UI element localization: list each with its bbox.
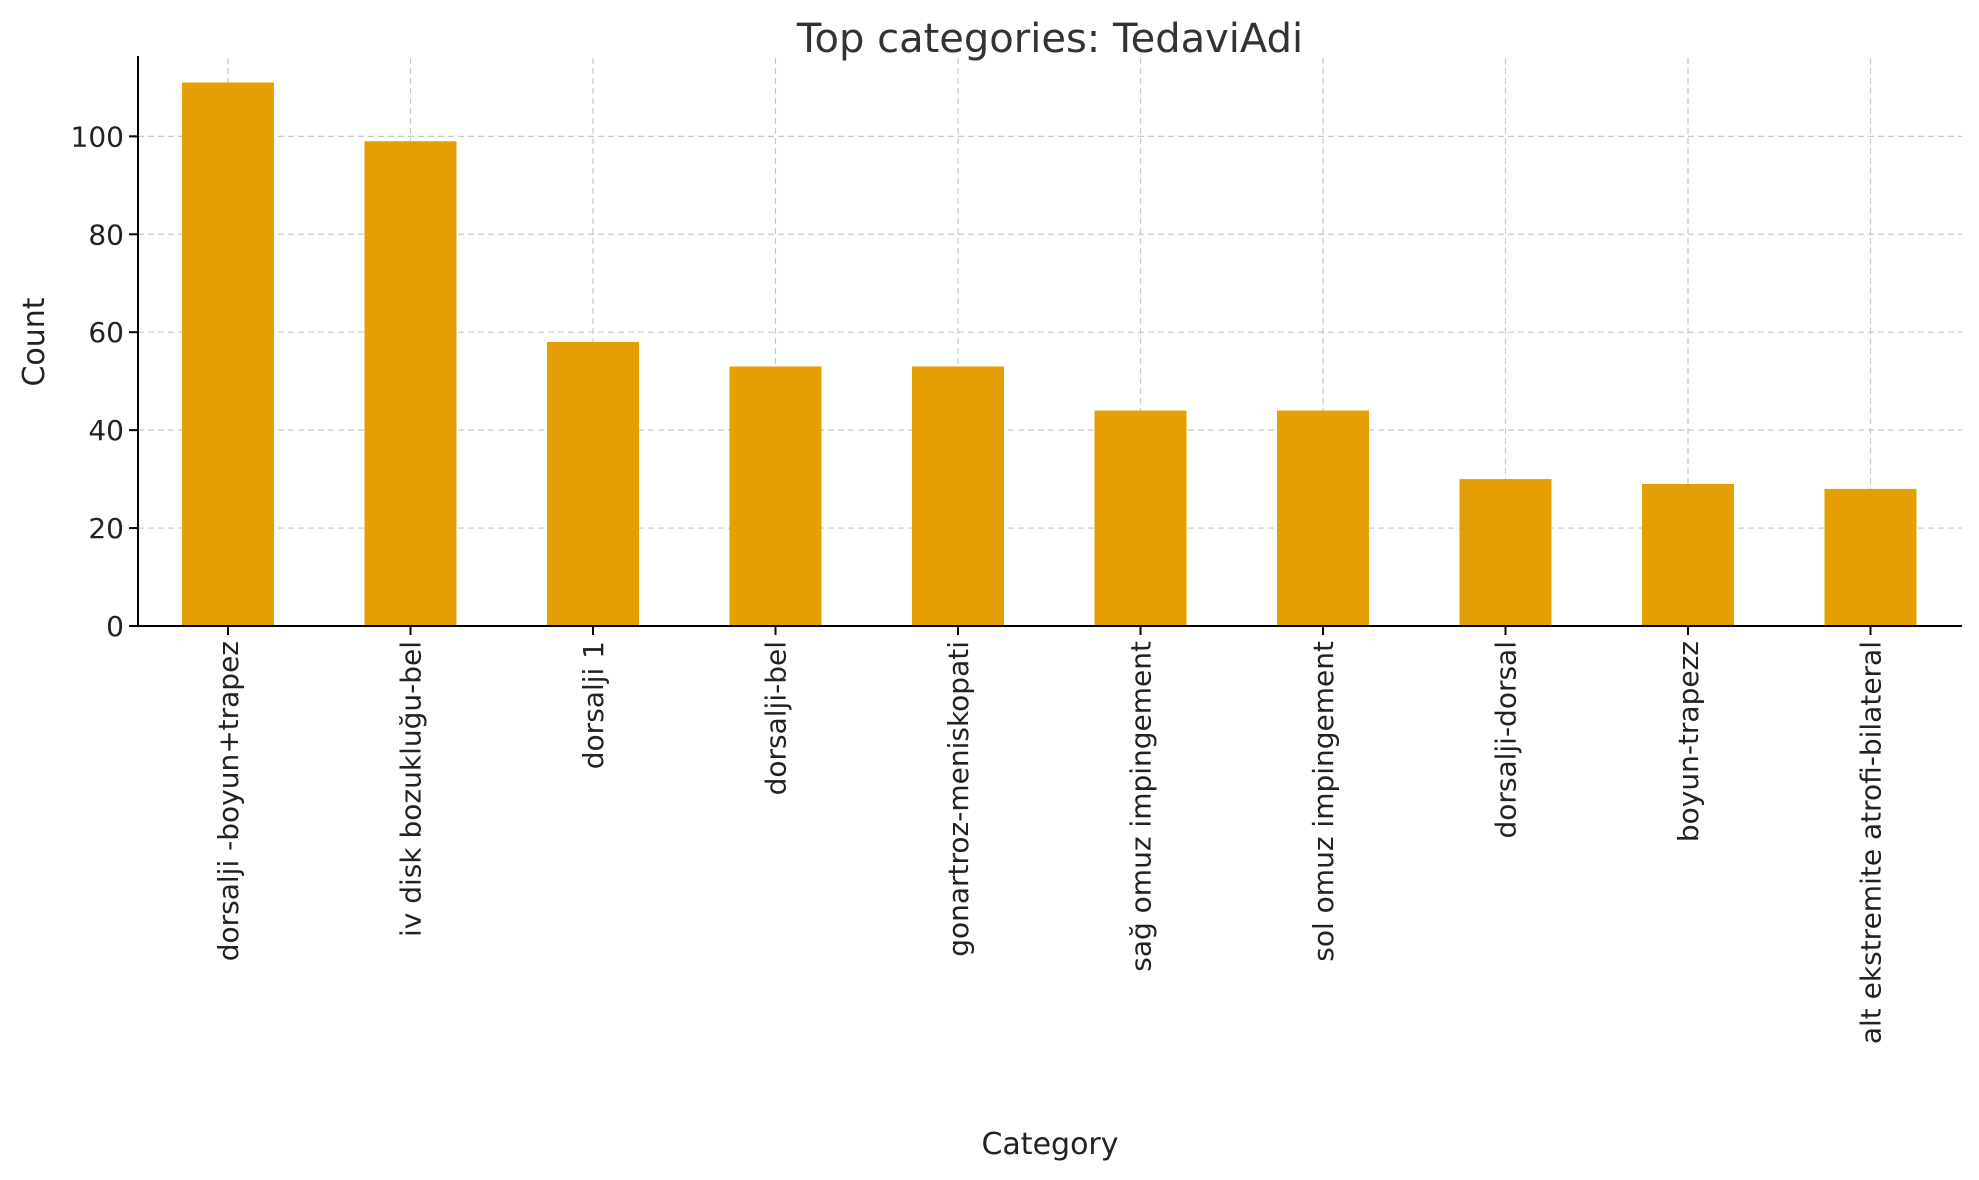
bar	[182, 82, 274, 626]
y-tick-label: 80	[88, 218, 124, 251]
x-tick-label: sol omuz i̇mpi̇ngement	[1307, 641, 1340, 962]
bar	[1277, 410, 1369, 626]
y-tick-label: 0	[106, 610, 124, 643]
x-tick-label: alt ekstremite atrofi-bilateral	[1855, 641, 1888, 1044]
x-tick-label: dorsalji -boyun+trapez	[212, 641, 245, 961]
bars	[182, 82, 1917, 626]
x-tick-label: sağ omuz i̇mpi̇ngement	[1125, 641, 1158, 972]
y-tick-label: 60	[88, 316, 124, 349]
bar	[1459, 479, 1552, 626]
bar	[364, 141, 457, 626]
y-ticks: 0 20 40 60 80 100	[71, 120, 138, 643]
bar	[729, 366, 822, 626]
x-tick-label: gonartroz-meniskopati	[942, 641, 975, 957]
x-tick-label: i̇v di̇sk bozukluğu-bel	[395, 641, 428, 937]
y-tick-label: 40	[88, 414, 124, 447]
x-tick-label: dorsalji-bel	[760, 641, 793, 795]
x-tick-label: dorsalji-dorsal	[1490, 641, 1523, 839]
y-tick-label: 100	[71, 120, 124, 153]
x-ticks: dorsalji -boyun+trapez i̇v di̇sk bozukluğ…	[212, 626, 1888, 1044]
x-tick-label: dorsalji 1	[577, 641, 610, 769]
x-tick-label: boyun-trapezz	[1672, 641, 1705, 842]
y-axis-label: Count	[17, 297, 52, 386]
bar	[1642, 484, 1734, 626]
bar	[912, 366, 1004, 626]
x-axis-label: Category	[981, 1127, 1118, 1162]
bar	[1094, 410, 1187, 626]
bar	[547, 342, 639, 626]
bar	[1824, 488, 1917, 626]
y-tick-label: 20	[88, 512, 124, 545]
chart-title: Top categories: TedaviAdi	[796, 16, 1303, 62]
